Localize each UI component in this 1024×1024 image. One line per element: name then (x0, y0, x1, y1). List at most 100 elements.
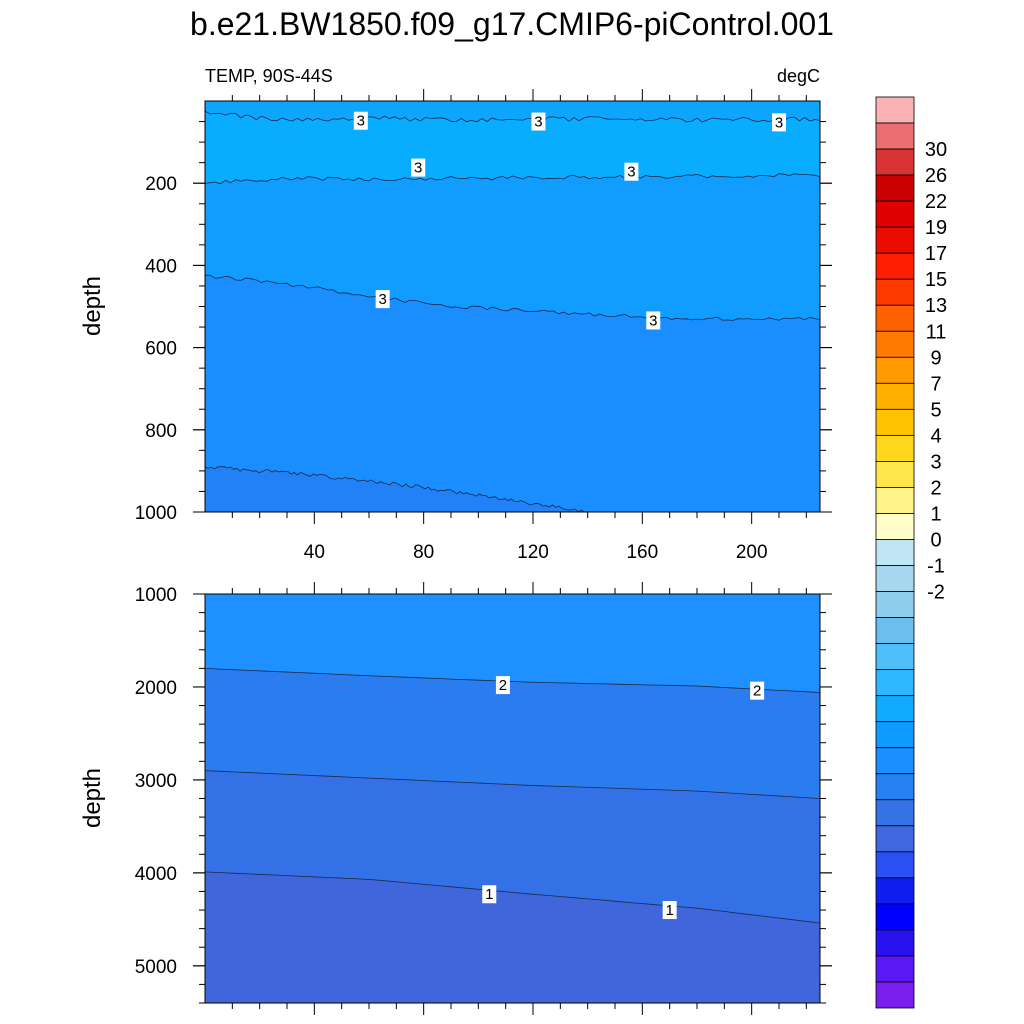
colorbar-swatch (875, 747, 915, 775)
contour-label: 3 (353, 111, 368, 130)
y-tick-label: 3000 (135, 771, 177, 792)
upper-panel: 3 3 3 3 3 3 3 40 80 120 160 200 200 400 600 800 1000 (135, 89, 832, 563)
contour-line (204, 871, 821, 924)
colorbar-swatch (875, 825, 915, 853)
colorbar-swatch (875, 799, 915, 827)
contour-label: 3 (411, 158, 426, 177)
colorbar-swatch (875, 669, 915, 697)
x-tick-label: 80 (413, 542, 434, 563)
colorbar-swatch (875, 174, 915, 202)
svg-text:3: 3 (357, 113, 365, 130)
colorbar-swatch (875, 877, 915, 905)
colorbar-swatch (875, 278, 915, 306)
colorbar-swatch (875, 643, 915, 671)
colorbar-swatch (875, 487, 915, 514)
y-tick-label: 1000 (135, 503, 177, 524)
colorbar-swatch (875, 330, 915, 358)
colorbar-swatch (875, 200, 915, 228)
lower-panel: 2 2 1 1 1000 2000 3000 4000 5000 (135, 582, 832, 1015)
colorbar-label: 7 (930, 373, 941, 395)
contour-label: 2 (495, 676, 510, 695)
lower-y-axis-label: depth (79, 768, 106, 828)
contour-label: 2 (750, 681, 765, 700)
colorbar-swatch (875, 695, 915, 723)
contour-line (204, 274, 821, 321)
colorbar-label: 19 (925, 217, 947, 239)
contour-label: 3 (531, 112, 546, 131)
colorbar-swatch (875, 617, 915, 644)
x-tick-label: 200 (736, 542, 768, 563)
colorbar-label: 3 (930, 451, 941, 473)
y-tick-label: 1000 (135, 585, 177, 606)
colorbar-label: -2 (927, 582, 945, 604)
colorbar-swatch (875, 955, 915, 983)
colorbar-swatch (875, 148, 915, 176)
svg-text:3: 3 (378, 291, 386, 308)
colorbar: 30 26 22 19 17 15 13 11 9 7 5 4 3 2 1 0 -1 -2 (875, 96, 947, 1009)
contour-line (204, 173, 821, 185)
y-tick-label: 4000 (135, 864, 177, 885)
colorbar-label: 15 (925, 269, 947, 291)
colorbar-swatch (875, 382, 915, 410)
colorbar-swatch (875, 981, 915, 1009)
contour-label: 1 (482, 885, 497, 904)
svg-text:1: 1 (665, 902, 673, 919)
contour-label: 3 (772, 113, 786, 132)
colorbar-swatch (875, 773, 915, 801)
y-tick-label: 200 (145, 174, 177, 195)
colorbar-label: 26 (925, 165, 947, 187)
colorbar-label: 17 (925, 243, 947, 265)
contour-fill-region (205, 466, 820, 512)
colorbar-swatch (875, 460, 915, 488)
colorbar-label: 4 (930, 425, 941, 447)
colorbar-swatch (875, 903, 915, 931)
contour-fill-region (205, 871, 820, 1003)
y-tick-label: 400 (145, 256, 177, 277)
contour-line (204, 110, 821, 123)
colorbar-swatch (875, 591, 915, 618)
contour-label: 3 (624, 162, 639, 181)
colorbar-label: 11 (926, 321, 947, 343)
y-tick-label: 5000 (135, 957, 177, 978)
y-tick-label: 600 (145, 339, 177, 360)
svg-text:2: 2 (753, 683, 761, 700)
colorbar-label: 1 (930, 503, 941, 525)
svg-text:3: 3 (775, 114, 783, 131)
x-tick-label: 160 (626, 542, 658, 563)
colorbar-label: 30 (925, 139, 947, 161)
colorbar-swatch (875, 408, 915, 436)
contour-line (204, 668, 821, 693)
svg-text:3: 3 (414, 160, 422, 177)
x-tick-label: 120 (517, 542, 549, 563)
colorbar-swatch (875, 513, 915, 540)
contour-line (204, 770, 821, 799)
colorbar-swatch (875, 226, 915, 254)
contour-label: 1 (662, 901, 677, 920)
x-tick-label: 40 (304, 542, 325, 563)
colorbar-swatch (875, 304, 915, 332)
colorbar-label: 13 (925, 295, 947, 317)
upper-y-axis-label: depth (79, 276, 106, 336)
contour-label: 3 (646, 311, 661, 330)
colorbar-label: 9 (930, 347, 941, 369)
colorbar-swatch (875, 851, 915, 879)
colorbar-swatch (875, 929, 915, 957)
colorbar-swatch (875, 122, 915, 150)
chart-title: b.e21.BW1850.f09_g17.CMIP6-piControl.001 (190, 6, 834, 42)
colorbar-swatch (875, 96, 915, 124)
colorbar-swatch (875, 565, 915, 592)
upper-left-subtitle: TEMP, 90S-44S (205, 66, 333, 86)
colorbar-label: 5 (930, 399, 941, 421)
colorbar-label: 22 (925, 191, 947, 213)
svg-text:2: 2 (499, 677, 507, 694)
contour-label: 3 (375, 290, 390, 309)
colorbar-label: 0 (930, 529, 941, 551)
y-tick-label: 800 (145, 421, 177, 442)
colorbar-label: 2 (930, 477, 941, 499)
svg-text:3: 3 (534, 114, 542, 131)
contour-line (204, 466, 588, 513)
colorbar-label: -1 (927, 556, 945, 578)
colorbar-swatch (875, 721, 915, 749)
upper-right-subtitle: degC (777, 66, 820, 86)
